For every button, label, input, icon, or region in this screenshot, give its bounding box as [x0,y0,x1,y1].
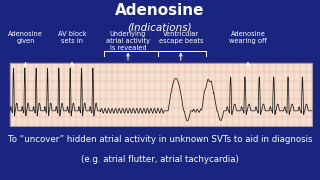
Text: (Indications): (Indications) [128,22,192,33]
Text: Underlying
atrial activity
is revealed: Underlying atrial activity is revealed [106,31,150,51]
Text: Adenosine
given: Adenosine given [8,31,43,44]
Text: Ventricular
escape beats: Ventricular escape beats [158,31,203,44]
Text: Adenosine: Adenosine [115,3,205,18]
Text: To “uncover” hidden atrial activity in unknown SVTs to aid in diagnosis: To “uncover” hidden atrial activity in u… [8,135,312,144]
Bar [10,63,312,126]
Text: AV block
sets in: AV block sets in [58,31,86,44]
Text: (e.g. atrial flutter, atrial tachycardia): (e.g. atrial flutter, atrial tachycardia… [81,155,239,164]
Text: Adenosine
wearing off: Adenosine wearing off [229,31,267,44]
